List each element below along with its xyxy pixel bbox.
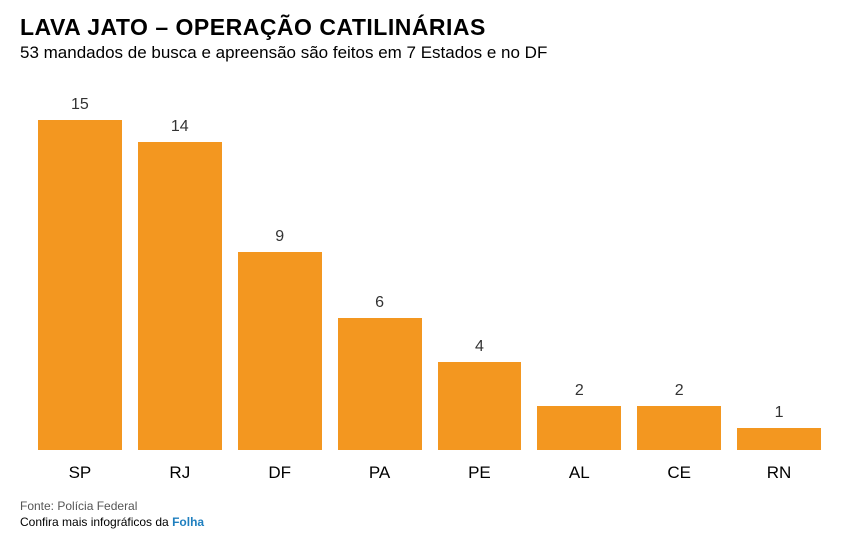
source-name: Polícia Federal <box>57 499 137 513</box>
chart-container: LAVA JATO – OPERAÇÃO CATILINÁRIAS 53 man… <box>0 0 859 543</box>
bar-group: 15 <box>38 81 122 450</box>
bar-value-label: 2 <box>675 382 684 400</box>
bar <box>637 406 721 450</box>
bar-value-label: 4 <box>475 338 484 356</box>
bar-group: 2 <box>637 81 721 450</box>
bar <box>138 142 222 450</box>
source-line: Fonte: Polícia Federal <box>20 499 204 513</box>
x-axis-label: PA <box>338 463 422 483</box>
more-prefix: Confira mais infográficos da <box>20 515 172 529</box>
bar-value-label: 1 <box>775 404 784 422</box>
bar-value-label: 6 <box>375 294 384 312</box>
bar-group: 4 <box>438 81 522 450</box>
bar-group: 2 <box>537 81 621 450</box>
source-prefix: Fonte: <box>20 499 57 513</box>
x-axis-labels: SP RJ DF PA PE AL CE RN <box>20 457 839 483</box>
folha-link[interactable]: Folha <box>172 515 204 529</box>
bar-group: 1 <box>737 81 821 450</box>
x-axis-label: DF <box>238 463 322 483</box>
x-axis-label: RN <box>737 463 821 483</box>
bar-value-label: 9 <box>275 228 284 246</box>
bar <box>338 318 422 450</box>
chart-subtitle: 53 mandados de busca e apreensão são fei… <box>20 43 839 63</box>
bar <box>438 362 522 450</box>
x-axis-label: AL <box>537 463 621 483</box>
bar-value-label: 14 <box>171 118 189 136</box>
bar-chart: 15 14 9 6 4 2 2 1 <box>20 81 839 451</box>
bar-value-label: 15 <box>71 96 89 114</box>
x-axis-label: PE <box>438 463 522 483</box>
bar <box>38 120 122 450</box>
chart-footer: Fonte: Polícia Federal Confira mais info… <box>20 499 204 529</box>
bar <box>737 428 821 450</box>
bar <box>238 252 322 450</box>
chart-title: LAVA JATO – OPERAÇÃO CATILINÁRIAS <box>20 14 839 41</box>
x-axis-label: SP <box>38 463 122 483</box>
bar-group: 9 <box>238 81 322 450</box>
more-line: Confira mais infográficos da Folha <box>20 515 204 529</box>
bar-group: 6 <box>338 81 422 450</box>
x-axis-label: CE <box>637 463 721 483</box>
bar-group: 14 <box>138 81 222 450</box>
bar <box>537 406 621 450</box>
bar-value-label: 2 <box>575 382 584 400</box>
x-axis-label: RJ <box>138 463 222 483</box>
